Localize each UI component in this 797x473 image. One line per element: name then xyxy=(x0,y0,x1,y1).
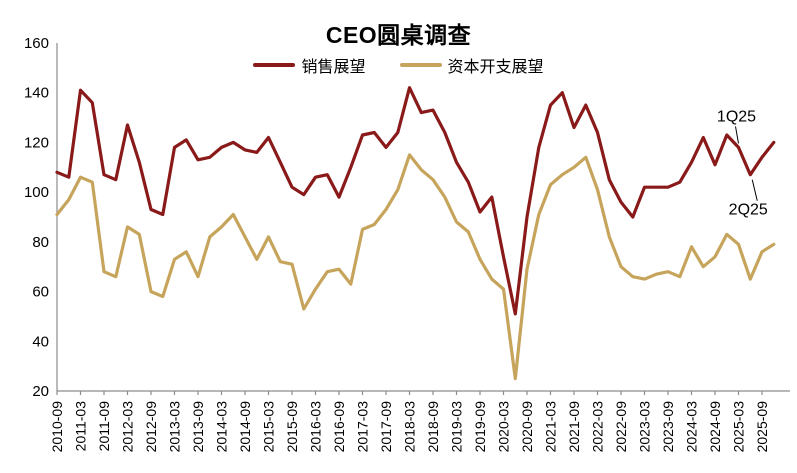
x-axis-tick-label: 2012-09 xyxy=(143,401,159,453)
x-axis-tick-label: 2025-09 xyxy=(754,401,770,453)
y-axis-tick-label: 160 xyxy=(24,35,49,52)
x-axis-tick-label: 2016-09 xyxy=(331,401,347,453)
x-axis-tick-label: 2011-09 xyxy=(96,401,112,452)
x-axis-tick-label: 2019-03 xyxy=(449,401,465,453)
x-axis-tick-label: 2024-03 xyxy=(684,401,700,453)
x-axis-tick-label: 2018-03 xyxy=(402,401,418,453)
x-axis-tick-label: 2013-09 xyxy=(190,401,206,453)
x-axis-tick-label: 2011-03 xyxy=(73,401,89,452)
x-axis-tick-label: 2021-03 xyxy=(543,401,559,453)
legend-label-sales: 销售展望 xyxy=(301,59,366,76)
y-axis-tick-label: 40 xyxy=(32,333,49,350)
legend-item-capex: 资本开支展望 xyxy=(399,53,544,77)
x-axis-tick-label: 2015-09 xyxy=(284,401,300,453)
chart-title: CEO圆桌调查 xyxy=(325,22,472,48)
legend-label-capex: 资本开支展望 xyxy=(447,59,544,76)
x-axis-tick-label: 2015-03 xyxy=(261,401,277,453)
x-axis-tick-label: 2023-03 xyxy=(637,401,653,453)
annotation-leader-line xyxy=(751,179,758,201)
legend-item-sales: 销售展望 xyxy=(253,53,366,77)
x-axis-tick-label: 2013-03 xyxy=(167,401,183,453)
x-axis-tick-label: 2017-03 xyxy=(355,401,371,453)
x-axis-tick-label: 2014-03 xyxy=(214,401,230,453)
x-axis-tick-label: 2025-03 xyxy=(731,401,747,453)
chart-legend: 销售展望 资本开支展望 xyxy=(0,53,797,77)
x-axis-tick-label: 2020-03 xyxy=(496,401,512,453)
x-axis-tick-label: 2023-09 xyxy=(660,401,676,453)
annotation-label-1q25: 1Q25 xyxy=(717,108,756,125)
y-axis-tick-label: 120 xyxy=(24,134,49,151)
y-axis-tick-label: 140 xyxy=(24,85,49,102)
x-axis-tick-label: 2022-09 xyxy=(613,401,629,453)
x-axis-tick-label: 2022-03 xyxy=(590,401,606,453)
x-axis-tick-label: 2010-09 xyxy=(49,401,65,453)
sales-line-swatch-icon xyxy=(253,63,296,67)
y-axis-tick-label: 80 xyxy=(32,234,49,251)
x-axis-tick-label: 2018-09 xyxy=(425,401,441,453)
y-axis-tick-label: 100 xyxy=(24,184,49,201)
x-axis-tick-label: 2016-03 xyxy=(308,401,324,453)
capex-line xyxy=(55,153,776,381)
x-axis-tick-label: 2012-03 xyxy=(120,401,136,453)
annotation-label-2q25: 2Q25 xyxy=(729,202,768,219)
x-axis-tick-label: 2020-09 xyxy=(519,401,535,453)
x-axis-tick-label: 2021-09 xyxy=(566,401,582,453)
x-axis-tick-label: 2019-09 xyxy=(472,401,488,453)
x-axis-tick-label: 2014-09 xyxy=(237,401,253,453)
x-axis-tick-label: 2024-09 xyxy=(707,401,723,453)
x-axis-tick-label: 2017-09 xyxy=(378,401,394,453)
sales-line xyxy=(55,86,776,316)
y-axis-tick-label: 60 xyxy=(32,284,49,301)
annotation-leader-line xyxy=(735,126,739,144)
capex-line-swatch-icon xyxy=(399,63,442,67)
y-axis-tick-label: 20 xyxy=(32,383,49,400)
